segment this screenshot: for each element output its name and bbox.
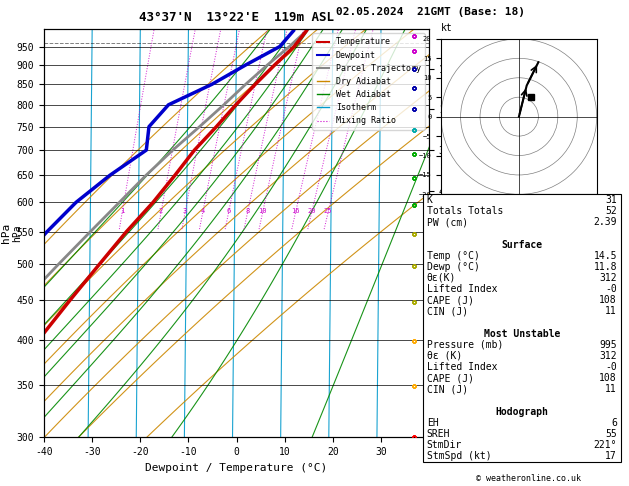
Text: 2.39: 2.39: [593, 217, 617, 227]
Text: Totals Totals: Totals Totals: [426, 206, 503, 216]
Legend: Temperature, Dewpoint, Parcel Trajectory, Dry Adiabat, Wet Adiabat, Isotherm, Mi: Temperature, Dewpoint, Parcel Trajectory…: [313, 34, 425, 130]
Text: 55: 55: [605, 429, 617, 439]
Text: 11: 11: [605, 306, 617, 316]
Text: CAPE (J): CAPE (J): [426, 373, 474, 383]
Text: θε(K): θε(K): [426, 273, 456, 283]
Text: Most Unstable: Most Unstable: [484, 329, 560, 339]
Text: 221°: 221°: [593, 440, 617, 450]
Text: 3: 3: [182, 208, 187, 214]
Text: PW (cm): PW (cm): [426, 217, 468, 227]
Text: 8: 8: [245, 208, 249, 214]
Text: 6: 6: [226, 208, 230, 214]
Text: Temp (°C): Temp (°C): [426, 251, 479, 260]
Text: 25: 25: [323, 208, 332, 214]
Text: 108: 108: [599, 373, 617, 383]
Text: kt: kt: [441, 22, 453, 33]
Text: -0: -0: [605, 362, 617, 372]
Text: 31: 31: [605, 195, 617, 205]
Text: StmDir: StmDir: [426, 440, 462, 450]
Text: 2: 2: [159, 208, 163, 214]
Text: Pressure (mb): Pressure (mb): [426, 340, 503, 350]
Text: Hodograph: Hodograph: [495, 407, 548, 417]
Text: 312: 312: [599, 351, 617, 361]
Text: Mixing Ratio (g/kg): Mixing Ratio (g/kg): [452, 177, 462, 289]
Text: 1: 1: [120, 208, 124, 214]
X-axis label: Dewpoint / Temperature (°C): Dewpoint / Temperature (°C): [145, 463, 328, 473]
Text: 6: 6: [611, 418, 617, 428]
Text: LCL: LCL: [437, 419, 452, 428]
Text: 20: 20: [307, 208, 316, 214]
Text: hPa: hPa: [12, 225, 22, 242]
Text: 11.8: 11.8: [593, 262, 617, 272]
Text: θε (K): θε (K): [426, 351, 462, 361]
Text: 312: 312: [599, 273, 617, 283]
Y-axis label: km
ASL: km ASL: [464, 223, 481, 244]
Text: Surface: Surface: [501, 240, 542, 249]
Title: 43°37'N  13°22'E  119m ASL: 43°37'N 13°22'E 119m ASL: [139, 11, 334, 24]
Text: Lifted Index: Lifted Index: [426, 362, 497, 372]
Text: 17: 17: [605, 451, 617, 461]
Text: 11: 11: [605, 384, 617, 394]
Text: 10: 10: [258, 208, 267, 214]
Text: CIN (J): CIN (J): [426, 306, 468, 316]
Y-axis label: hPa: hPa: [1, 223, 11, 243]
Text: Dewp (°C): Dewp (°C): [426, 262, 479, 272]
Text: EH: EH: [426, 418, 438, 428]
Text: 16: 16: [291, 208, 299, 214]
Text: 995: 995: [599, 340, 617, 350]
Text: 02.05.2024  21GMT (Base: 18): 02.05.2024 21GMT (Base: 18): [337, 7, 525, 17]
Text: CAPE (J): CAPE (J): [426, 295, 474, 305]
Text: K: K: [426, 195, 433, 205]
Text: StmSpd (kt): StmSpd (kt): [426, 451, 491, 461]
Text: CIN (J): CIN (J): [426, 384, 468, 394]
Text: -0: -0: [605, 284, 617, 294]
Text: SREH: SREH: [426, 429, 450, 439]
Text: Lifted Index: Lifted Index: [426, 284, 497, 294]
Text: 52: 52: [605, 206, 617, 216]
Text: © weatheronline.co.uk: © weatheronline.co.uk: [476, 474, 581, 483]
Text: 4: 4: [201, 208, 204, 214]
Text: 108: 108: [599, 295, 617, 305]
Text: 14.5: 14.5: [593, 251, 617, 260]
